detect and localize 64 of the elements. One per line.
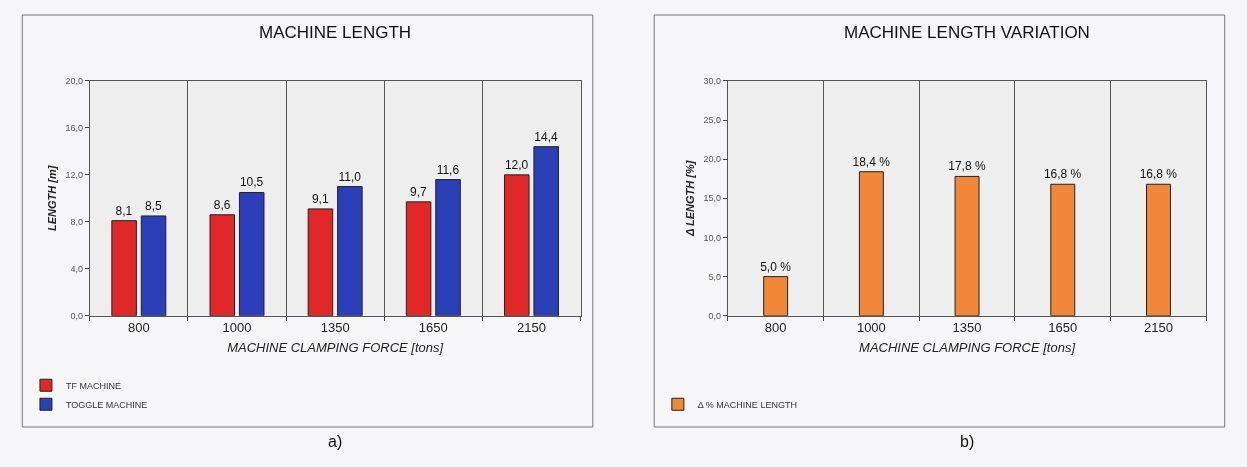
y-tick-label: 20,0 — [703, 154, 721, 165]
y-tick-label: 0,0 — [70, 310, 83, 321]
bar — [405, 201, 432, 316]
x-tick-label: 800 — [764, 320, 787, 336]
x-axis-title: MACHINE CLAMPING FORCE [tons] — [859, 339, 1076, 355]
data-label: 10,5 — [239, 175, 264, 190]
x-tick-label: 800 — [127, 320, 150, 336]
bar — [858, 171, 884, 316]
chart-title: MACHINE LENGTH — [259, 23, 412, 42]
x-axis-title: MACHINE CLAMPING FORCE [tons] — [227, 339, 444, 355]
data-label: 8,5 — [145, 198, 163, 213]
y-tick-label: 16,0 — [65, 123, 83, 134]
x-tick-label: 2150 — [1144, 320, 1173, 336]
data-label: 8,6 — [213, 197, 231, 212]
chart-title: MACHINE LENGTH VARIATION — [844, 23, 1090, 42]
bar — [111, 220, 137, 316]
bar — [954, 175, 980, 316]
y-tick-label: 25,0 — [703, 115, 721, 126]
data-label: 11,6 — [436, 162, 460, 177]
data-label: 14,4 — [534, 129, 559, 144]
legend-label: TF MACHINE — [65, 380, 121, 391]
y-tick-label: 8,0 — [70, 216, 83, 227]
legend-label: TOGGLE MACHINE — [65, 399, 148, 410]
bar — [238, 191, 265, 316]
bar — [337, 186, 363, 316]
y-tick-label: 12,0 — [65, 170, 83, 181]
data-label: 8,1 — [115, 203, 133, 218]
y-tick-label: 20,0 — [65, 76, 83, 87]
data-label: 11,0 — [338, 169, 362, 184]
bar — [209, 214, 236, 316]
bar — [533, 146, 559, 316]
bar — [1146, 183, 1171, 316]
y-tick-label: 15,0 — [703, 193, 721, 204]
data-label: 18,4 % — [852, 154, 891, 169]
data-label: 17,8 % — [948, 159, 986, 174]
bar — [435, 179, 461, 316]
x-tick-label: 1350 — [320, 320, 350, 336]
x-tick-label: 1000 — [856, 320, 886, 336]
data-label: 16,8 % — [1139, 167, 1178, 182]
x-tick-label: 1650 — [418, 320, 448, 336]
x-tick-label: 1350 — [952, 320, 982, 336]
legend-label: Δ % MACHINE LENGTH — [697, 399, 797, 410]
x-tick-label: 1000 — [222, 320, 252, 336]
data-label: 9,1 — [311, 191, 329, 206]
y-tick-label: 30,0 — [703, 76, 721, 87]
bar — [307, 208, 334, 316]
bar — [763, 276, 789, 316]
text: a) — [328, 433, 343, 450]
data-label: 5,0 % — [760, 259, 792, 274]
data-label: 16,8 % — [1043, 167, 1082, 182]
y-tick-label: 0,0 — [708, 310, 721, 321]
y-tick-label: 5,0 — [708, 271, 721, 282]
bar — [503, 174, 530, 316]
data-label: 12,0 — [504, 157, 529, 172]
data-label: 9,7 — [410, 184, 428, 199]
x-tick-label: 2150 — [517, 320, 546, 336]
y-tick-label: 4,0 — [70, 263, 83, 274]
y-tick-label: 10,0 — [703, 232, 721, 243]
y-axis-title: LENGTH [m] — [46, 165, 59, 232]
bar — [1050, 183, 1076, 316]
text: b) — [960, 433, 975, 450]
bar — [140, 215, 167, 316]
x-tick-label: 1650 — [1048, 320, 1078, 336]
y-axis-title: Δ LENGTH [%] — [684, 160, 697, 238]
